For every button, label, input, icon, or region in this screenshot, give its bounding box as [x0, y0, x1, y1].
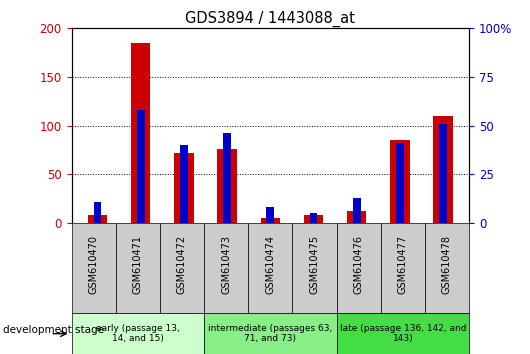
Text: GSM610476: GSM610476	[354, 235, 364, 294]
Text: GSM610473: GSM610473	[221, 235, 231, 294]
Text: development stage: development stage	[3, 325, 104, 335]
Text: late (passage 136, 142, and
143): late (passage 136, 142, and 143)	[340, 324, 466, 343]
Bar	[304, 215, 323, 223]
Bar	[310, 213, 317, 223]
Bar	[267, 207, 274, 223]
Bar	[223, 133, 231, 223]
Text: GSM610474: GSM610474	[266, 235, 275, 294]
Bar	[217, 149, 237, 223]
Text: GSM610472: GSM610472	[177, 235, 187, 294]
Bar	[439, 124, 447, 223]
Text: GSM610478: GSM610478	[442, 235, 452, 294]
Text: early (passage 13,
14, and 15): early (passage 13, 14, and 15)	[96, 324, 180, 343]
Bar	[137, 110, 145, 223]
Text: GSM610470: GSM610470	[89, 235, 99, 294]
Bar	[347, 211, 366, 223]
Text: GSM610477: GSM610477	[398, 235, 408, 294]
Bar	[353, 198, 360, 223]
Bar	[131, 43, 151, 223]
Text: GSM610475: GSM610475	[310, 235, 320, 294]
Bar	[180, 145, 188, 223]
Bar	[174, 153, 193, 223]
Title: GDS3894 / 1443088_at: GDS3894 / 1443088_at	[186, 11, 355, 27]
Bar	[390, 140, 410, 223]
Bar	[396, 143, 404, 223]
Text: intermediate (passages 63,
71, and 73): intermediate (passages 63, 71, and 73)	[208, 324, 332, 343]
Bar	[88, 215, 107, 223]
Bar	[261, 218, 280, 223]
Bar	[434, 116, 453, 223]
Bar	[94, 202, 101, 223]
Text: GSM610471: GSM610471	[133, 235, 143, 294]
